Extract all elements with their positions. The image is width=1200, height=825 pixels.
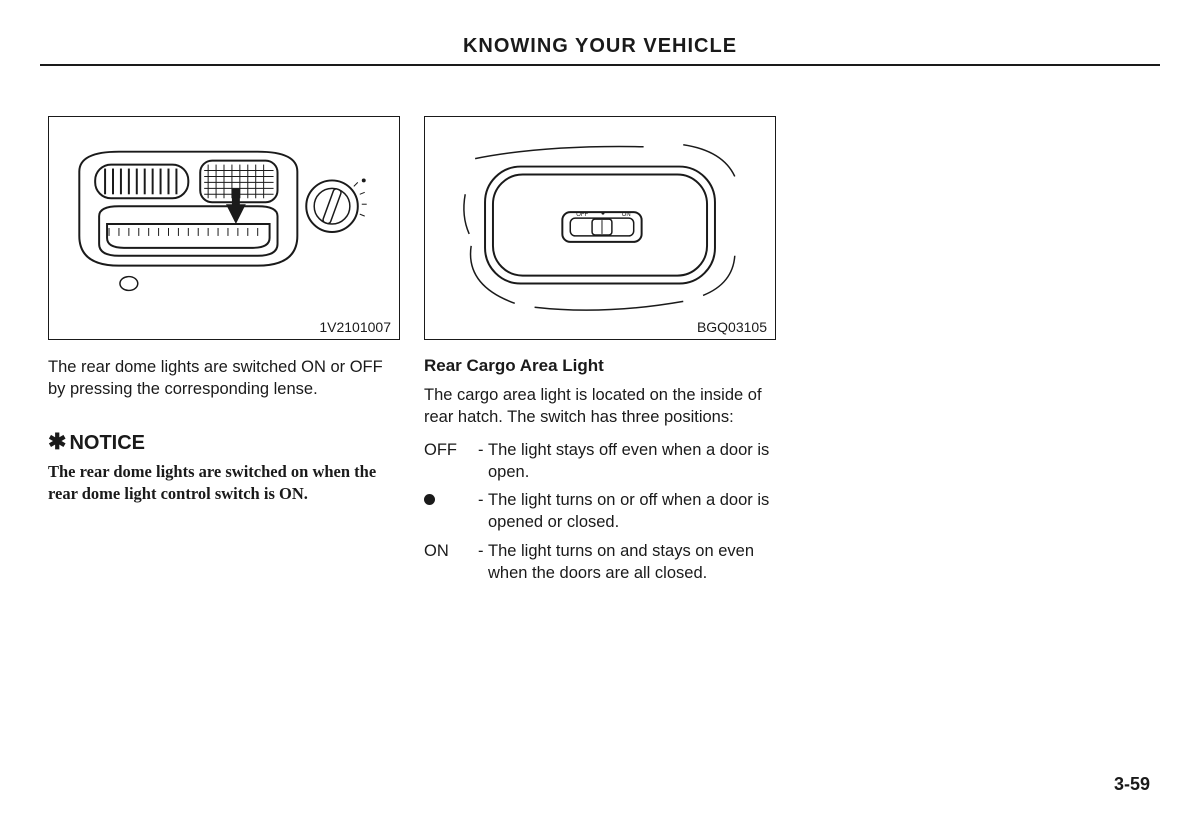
figure-left-id: 1V2101007 xyxy=(319,319,391,335)
page-number: 3-59 xyxy=(1114,774,1150,795)
position-row: - The light turns on or off when a door … xyxy=(424,489,776,534)
notice-body: The rear dome lights are switched on whe… xyxy=(48,461,400,506)
svg-text:ON: ON xyxy=(622,212,631,218)
position-sep: - xyxy=(478,439,488,484)
position-sep: - xyxy=(478,540,488,585)
position-desc: The light turns on and stays on even whe… xyxy=(488,540,776,585)
right-intro: The cargo area light is located on the i… xyxy=(424,384,776,429)
dot-icon xyxy=(424,494,435,505)
notice-label: NOTICE xyxy=(69,432,145,454)
position-label: ON xyxy=(424,540,478,585)
position-row: OFF - The light stays off even when a do… xyxy=(424,439,776,484)
right-column: OFF ON BGQ03105 Rear Cargo Area Light Th… xyxy=(424,116,776,590)
position-desc: The light turns on or off when a door is… xyxy=(488,489,776,534)
positions-list: OFF - The light stays off even when a do… xyxy=(424,439,776,591)
cargo-light-illustration: OFF ON xyxy=(425,117,775,339)
figure-right-id: BGQ03105 xyxy=(697,319,767,335)
asterisk-icon: ✱ xyxy=(48,429,66,454)
position-sep: - xyxy=(478,489,488,534)
left-column: 1V2101007 The rear dome lights are switc… xyxy=(48,116,400,590)
page-title: KNOWING YOUR VEHICLE xyxy=(40,35,1160,58)
right-heading: Rear Cargo Area Light xyxy=(424,356,776,376)
content-columns: 1V2101007 The rear dome lights are switc… xyxy=(40,116,1160,590)
svg-text:OFF: OFF xyxy=(576,212,588,218)
figure-right: OFF ON BGQ03105 xyxy=(424,116,776,340)
dome-light-illustration xyxy=(49,117,399,339)
position-label: OFF xyxy=(424,439,478,484)
left-body-text: The rear dome lights are switched ON or … xyxy=(48,356,400,401)
position-row: ON - The light turns on and stays on eve… xyxy=(424,540,776,585)
figure-left: 1V2101007 xyxy=(48,116,400,340)
title-rule xyxy=(40,64,1160,66)
notice-heading: ✱NOTICE xyxy=(48,429,400,455)
position-label xyxy=(424,489,478,534)
position-desc: The light stays off even when a door is … xyxy=(488,439,776,484)
